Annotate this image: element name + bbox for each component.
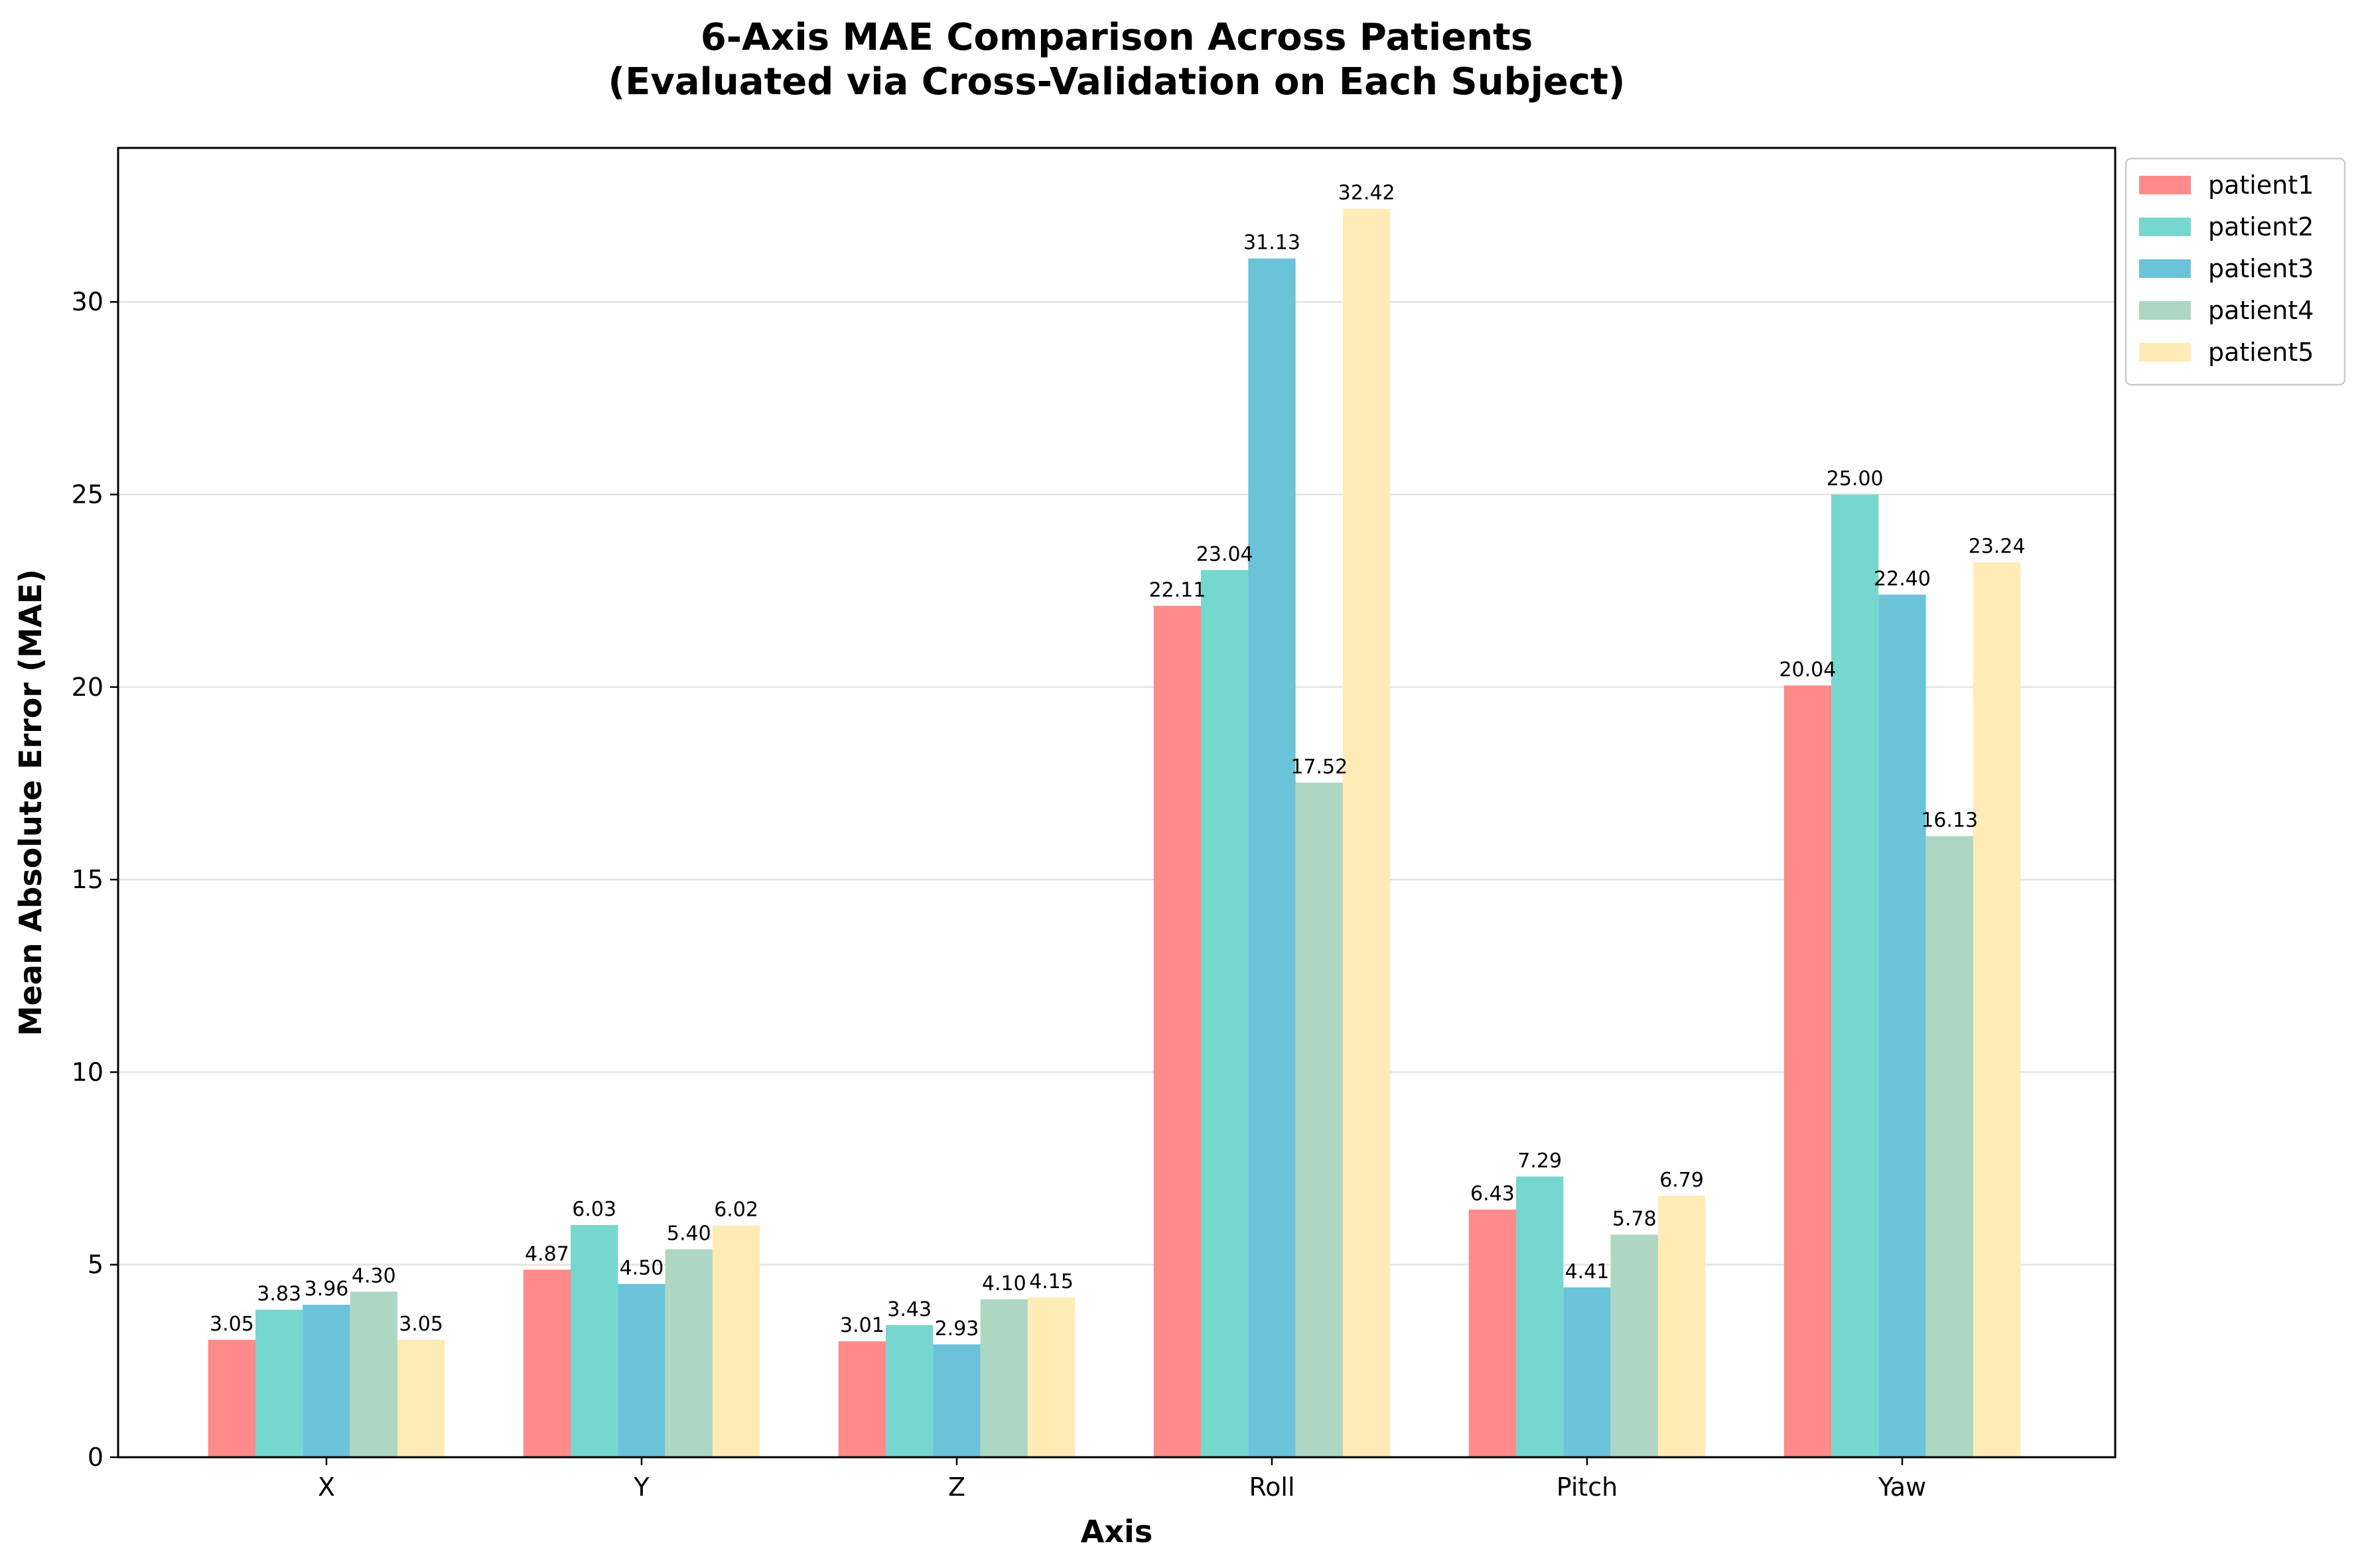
legend-swatch-patient5 <box>2139 343 2191 361</box>
legend-label-patient2: patient2 <box>2208 212 2314 241</box>
bar-patient5-pitch <box>1657 1195 1706 1457</box>
legend-label-patient1: patient1 <box>2208 170 2314 200</box>
legend-swatch-patient4 <box>2139 301 2191 320</box>
data-labels: 3.05 4.87 3.01 22.11 6.43 20.04 3.83 6.03 3.43 23… <box>210 182 2026 1340</box>
data-label: 6.02 <box>714 1198 758 1221</box>
bar-patient1-z <box>838 1341 886 1457</box>
bar-patient4-roll <box>1295 782 1343 1457</box>
bar-patient4-z <box>980 1299 1028 1457</box>
bar-patient3-z <box>933 1344 981 1457</box>
x-tick-label: Y <box>633 1472 650 1502</box>
y-tick-label: 15 <box>72 865 104 894</box>
data-label: 4.30 <box>352 1264 396 1287</box>
plot-area-frame <box>117 147 2117 1459</box>
legend-label-patient3: patient3 <box>2208 254 2314 283</box>
bar-patient1-yaw <box>1783 685 1832 1457</box>
y-tick-label: 20 <box>72 673 104 702</box>
data-label: 2.93 <box>935 1317 979 1340</box>
chart-title-line1: 6-Axis MAE Comparison Across Patients <box>701 16 1533 59</box>
bar-patient3-y <box>618 1283 665 1457</box>
legend-box <box>2124 157 2346 386</box>
x-axis-ticks: X Y Z Roll Pitch Yaw <box>318 1457 1926 1502</box>
data-label: 16.13 <box>1921 809 1978 832</box>
data-label: 23.24 <box>1969 535 2026 558</box>
bar-patient4-yaw <box>1925 836 1973 1457</box>
bar-patient2-x <box>255 1309 303 1457</box>
data-label: 4.10 <box>982 1272 1026 1295</box>
legend-swatch-patient2 <box>2139 218 2191 236</box>
bar-patient3-pitch <box>1563 1287 1611 1457</box>
data-label: 4.41 <box>1565 1260 1610 1283</box>
x-tick-label: Roll <box>1249 1472 1294 1502</box>
x-axis-label: Axis <box>1081 1514 1152 1549</box>
data-label: 6.43 <box>1470 1183 1515 1206</box>
y-axis-label: Mean Absolute Error (MAE) <box>13 569 48 1036</box>
data-label: 32.42 <box>1338 182 1395 205</box>
data-label: 5.78 <box>1612 1207 1657 1230</box>
bar-patient5-x <box>397 1339 445 1457</box>
legend-swatch-patient1 <box>2139 176 2191 194</box>
bar-patient4-y <box>665 1249 713 1457</box>
x-tick-label: Yaw <box>1878 1472 1926 1502</box>
data-label: 31.13 <box>1243 231 1300 255</box>
data-label: 6.03 <box>572 1198 616 1221</box>
bar-patient5-yaw <box>1973 562 2021 1458</box>
bar-patient3-x <box>303 1305 350 1457</box>
bar-patient1-pitch <box>1468 1209 1517 1457</box>
y-axis-ticks: 0 5 10 15 20 25 30 <box>72 287 118 1472</box>
bar-patient2-z <box>886 1325 934 1457</box>
bar-patient2-roll <box>1201 570 1249 1457</box>
bar-patient1-y <box>523 1270 571 1457</box>
data-label: 4.87 <box>525 1242 569 1266</box>
data-label: 3.96 <box>305 1277 349 1301</box>
data-label: 20.04 <box>1779 659 1836 682</box>
y-tick-label: 10 <box>72 1057 104 1086</box>
legend-label-patient4: patient4 <box>2208 296 2314 325</box>
legend: patient1 patient2 patient3 patient4 patient5 <box>2124 157 2346 386</box>
bar-patient5-y <box>712 1225 760 1457</box>
y-tick-label: 5 <box>88 1250 104 1279</box>
data-label: 22.40 <box>1874 567 1931 590</box>
y-tick-label: 25 <box>72 480 104 509</box>
bar-patient5-roll <box>1342 208 1391 1458</box>
data-label: 3.05 <box>210 1313 254 1336</box>
data-label: 4.15 <box>1029 1270 1074 1293</box>
x-tick-label: X <box>318 1472 335 1502</box>
bar-patient3-roll <box>1248 258 1296 1458</box>
bar-patient2-pitch <box>1516 1176 1564 1457</box>
legend-swatch-patient3 <box>2139 259 2191 278</box>
data-label: 23.04 <box>1196 543 1253 566</box>
x-tick-label: Pitch <box>1557 1472 1618 1502</box>
bar-patient3-yaw <box>1878 594 1926 1457</box>
data-label: 6.79 <box>1659 1169 1704 1192</box>
data-label: 4.50 <box>620 1257 664 1280</box>
data-label: 3.05 <box>399 1313 443 1336</box>
bars <box>208 208 2021 1458</box>
bar-patient4-x <box>350 1291 397 1457</box>
data-label: 3.43 <box>887 1298 932 1321</box>
bar-patient1-roll <box>1153 606 1202 1458</box>
bar-patient2-y <box>571 1224 618 1457</box>
legend-label-patient5: patient5 <box>2208 338 2314 367</box>
y-tick-label: 0 <box>88 1443 104 1472</box>
data-label: 3.01 <box>840 1314 884 1337</box>
data-label: 7.29 <box>1517 1149 1562 1173</box>
y-tick-label: 30 <box>72 287 104 316</box>
data-label: 22.11 <box>1148 578 1206 602</box>
data-label: 17.52 <box>1290 755 1348 779</box>
x-tick-label: Z <box>948 1472 965 1502</box>
bar-patient5-z <box>1027 1297 1076 1457</box>
data-label: 5.40 <box>667 1222 711 1245</box>
data-label: 3.83 <box>257 1283 301 1306</box>
bar-patient2-yaw <box>1831 494 1879 1457</box>
chart-title-line2: (Evaluated via Cross-Validation on Each … <box>608 60 1626 103</box>
bar-patient4-pitch <box>1610 1234 1658 1457</box>
data-label: 25.00 <box>1827 468 1884 491</box>
gridlines <box>118 300 2115 1266</box>
bar-patient1-x <box>208 1339 256 1457</box>
